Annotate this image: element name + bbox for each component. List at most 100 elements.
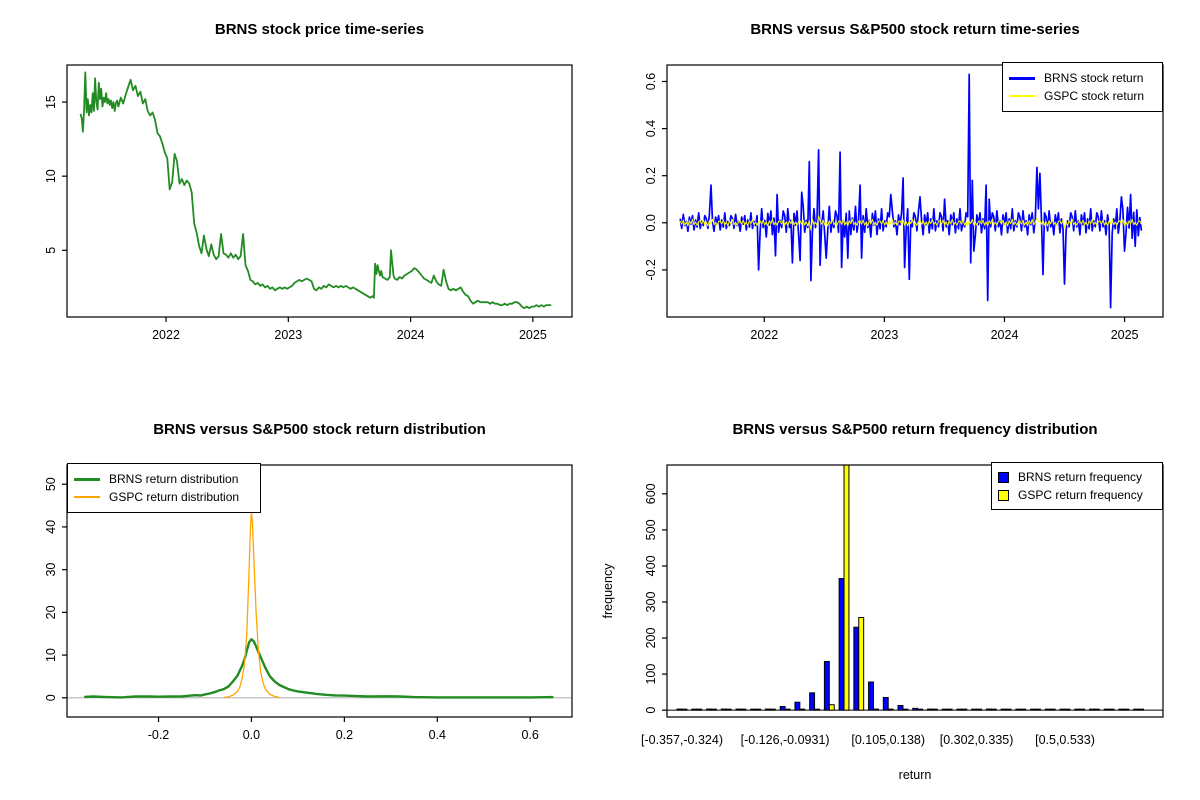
legend-item: GSPC stock return: [1009, 89, 1156, 103]
x-tick-label: [0.105,0.138): [851, 733, 925, 747]
y-tick-label: 5: [44, 247, 58, 254]
series-line: [679, 73, 1143, 309]
y-tick-label: 20: [44, 605, 58, 619]
bar: [897, 704, 904, 711]
chart-title-distribution: BRNS versus S&P500 stock return distribu…: [153, 421, 486, 438]
bar: [961, 708, 968, 711]
x-tick-label: [0.302,0.335): [940, 733, 1014, 747]
return-time-series-chart: 2022 2023 2024 2025 -0.2 0.0 0.2 0.4 0.6: [644, 64, 1164, 342]
bar: [1089, 708, 1095, 711]
y-tick-label: 30: [44, 563, 58, 577]
bar: [931, 708, 938, 711]
bar: [1035, 708, 1041, 711]
bar: [971, 708, 978, 711]
bar: [887, 708, 894, 711]
bar: [838, 578, 845, 711]
x-tick-label: 0.4: [429, 728, 446, 742]
legend-item: BRNS return distribution: [74, 472, 254, 486]
plot-border: [666, 64, 1164, 318]
bar: [710, 708, 717, 711]
y-tick-label: 10: [44, 648, 58, 662]
bar: [720, 708, 727, 711]
bar: [1093, 708, 1100, 711]
bar: [1079, 708, 1086, 711]
y-tick-label: 0.0: [644, 214, 658, 231]
y-tick-label: 500: [644, 519, 658, 540]
bar: [1103, 708, 1110, 711]
bar: [1015, 708, 1022, 711]
x-tick-label: 2023: [274, 328, 302, 342]
bar: [706, 708, 712, 711]
bar: [794, 701, 801, 711]
return-frequency-chart: [-0.357,-0.324) [-0.126,-0.0931) [0.105,0.…: [641, 464, 1164, 747]
bar: [985, 708, 992, 711]
bar: [912, 707, 919, 711]
bar: [1000, 708, 1007, 711]
y-tick-label: 0.2: [644, 167, 658, 184]
x-tick-label: 0.6: [522, 728, 539, 742]
bar: [1118, 708, 1125, 711]
y-tick-label: 400: [644, 555, 658, 576]
legend-label: GSPC stock return: [1044, 89, 1145, 103]
bar: [1138, 708, 1145, 711]
bar: [976, 708, 983, 711]
bar: [1030, 708, 1037, 711]
legend-item: BRNS stock return: [1009, 71, 1156, 85]
bar: [755, 708, 762, 711]
bar: [809, 692, 816, 711]
brns-line-swatch: [74, 477, 100, 481]
y-tick-label: 40: [44, 520, 58, 534]
bar: [1108, 708, 1115, 711]
bar: [868, 681, 874, 711]
bar: [735, 708, 742, 711]
gspc-line-swatch: [1009, 95, 1035, 97]
series-line: [79, 71, 552, 310]
x-tick-label: 2023: [870, 328, 898, 342]
bar: [843, 464, 850, 711]
bar: [858, 617, 865, 711]
bar: [1005, 708, 1012, 711]
y-axis-label-frequency: frequency: [601, 563, 615, 619]
bar: [691, 708, 698, 711]
bar: [764, 708, 771, 711]
brns-line-swatch: [1009, 76, 1035, 80]
bar: [1064, 708, 1071, 711]
bar: [882, 697, 889, 711]
legend-label: BRNS return frequency: [1018, 470, 1143, 484]
series-line: [84, 638, 554, 699]
x-axis-label-return: return: [898, 768, 932, 782]
bar: [1059, 708, 1066, 711]
legend-item: GSPC return distribution: [74, 490, 254, 504]
x-tick-label: [-0.357,-0.324): [641, 733, 723, 747]
legend-return-frequency: BRNS return frequency GSPC return freque…: [991, 462, 1163, 510]
series-line: [679, 215, 1142, 231]
y-tick-label: -0.2: [644, 259, 658, 281]
bar: [902, 708, 909, 711]
y-tick-label: 0: [44, 694, 58, 701]
x-tick-label: [0.5,0.533): [1035, 733, 1095, 747]
gspc-line-swatch: [74, 496, 100, 498]
bar: [779, 706, 786, 711]
plot-border: [66, 64, 573, 318]
bar: [784, 708, 791, 711]
y-tick-label: 600: [644, 483, 658, 504]
bar: [823, 660, 830, 711]
x-tick-label: 2025: [519, 328, 547, 342]
bar: [725, 708, 732, 711]
legend-label: BRNS stock return: [1044, 71, 1144, 85]
y-tick-label: 100: [644, 664, 658, 685]
y-tick-label: 50: [44, 477, 58, 491]
bar: [828, 704, 835, 711]
bar: [927, 708, 933, 711]
legend-return-distribution: BRNS return distribution GSPC return dis…: [67, 463, 261, 513]
brns-box-swatch: [998, 471, 1009, 483]
y-tick-label: 0.6: [644, 73, 658, 90]
bar: [799, 708, 806, 711]
bar: [1074, 708, 1081, 711]
bar: [853, 626, 860, 711]
bar: [1133, 708, 1140, 711]
legend-return-time-series: BRNS stock return GSPC stock return: [1002, 62, 1163, 112]
series-line: [223, 511, 280, 699]
x-tick-label: 2024: [991, 328, 1019, 342]
x-tick-label: 2022: [750, 328, 778, 342]
